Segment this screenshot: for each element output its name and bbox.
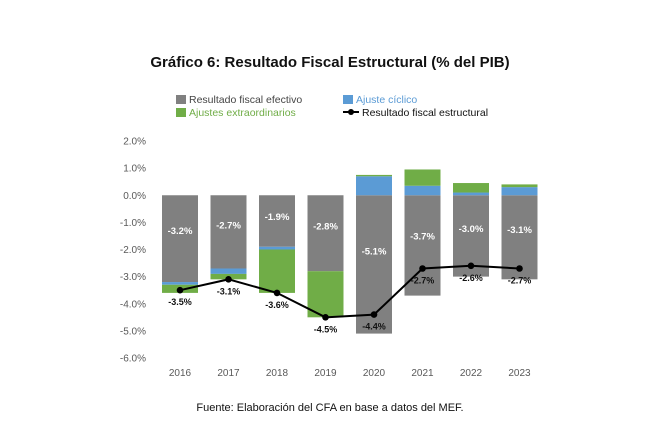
effective-data-label: -3.1% bbox=[507, 225, 532, 236]
structural-data-label: -4.4% bbox=[362, 322, 386, 332]
structural-data-label: -3.5% bbox=[168, 297, 192, 307]
effective-data-label: -3.2% bbox=[168, 226, 193, 237]
y-tick-label: -5.0% bbox=[120, 326, 146, 337]
structural-point bbox=[176, 286, 184, 294]
y-tick-label: -6.0% bbox=[120, 354, 146, 365]
cyclical-bar bbox=[356, 176, 392, 196]
extraordinary-bar bbox=[307, 271, 344, 318]
x-tick-label: 2016 bbox=[169, 368, 192, 379]
effective-data-label: -3.7% bbox=[410, 231, 435, 242]
y-tick-label: -4.0% bbox=[120, 299, 146, 310]
legend-label-effective: Resultado fiscal efectivo bbox=[189, 94, 302, 106]
effective-data-label: -2.7% bbox=[216, 221, 241, 232]
effective-data-label: -3.0% bbox=[459, 224, 484, 235]
x-tick-label: 2022 bbox=[460, 368, 483, 379]
cyclical-bar bbox=[259, 246, 295, 250]
extraordinary-bar bbox=[404, 169, 441, 186]
structural-point bbox=[516, 265, 523, 272]
x-tick-label: 2018 bbox=[266, 368, 289, 379]
legend-label-extraordinary: Ajustes extraordinarios bbox=[189, 107, 296, 119]
structural-data-label: -4.5% bbox=[314, 324, 338, 334]
x-tick-label: 2020 bbox=[363, 368, 386, 379]
structural-data-label: -2.7% bbox=[411, 275, 435, 285]
effective-bar bbox=[210, 195, 247, 269]
structural-point bbox=[225, 276, 232, 283]
structural-data-label: -3.1% bbox=[217, 286, 241, 296]
structural-point bbox=[322, 314, 329, 321]
legend-marker-structural bbox=[348, 109, 354, 115]
y-tick-label: -1.0% bbox=[120, 218, 146, 229]
structural-point bbox=[370, 311, 378, 318]
legend-swatch-effective bbox=[176, 95, 186, 104]
y-tick-label: 1.0% bbox=[123, 164, 146, 175]
chart-title: Gráfico 6: Resultado Fiscal Estructural … bbox=[150, 54, 510, 71]
effective-bar bbox=[307, 195, 344, 272]
structural-data-label: -2.7% bbox=[508, 275, 532, 285]
structural-point bbox=[273, 289, 281, 297]
structural-data-label: -3.6% bbox=[265, 300, 289, 310]
cyclical-bar bbox=[210, 268, 247, 274]
extraordinary-bar bbox=[501, 184, 538, 188]
structural-point bbox=[419, 265, 426, 272]
structural-point bbox=[467, 262, 475, 270]
y-tick-label: 2.0% bbox=[123, 137, 146, 148]
x-tick-label: 2019 bbox=[314, 368, 337, 379]
effective-bar bbox=[259, 195, 295, 247]
effective-bar bbox=[162, 195, 198, 283]
cyclical-bar bbox=[404, 185, 441, 196]
effective-bar bbox=[356, 195, 392, 334]
cyclical-bar bbox=[162, 282, 198, 285]
legend-label-cyclical: Ajuste cíclico bbox=[356, 94, 417, 106]
y-tick-label: 0.0% bbox=[123, 191, 146, 202]
chart-source: Fuente: Elaboración del CFA en base a da… bbox=[196, 402, 464, 414]
extraordinary-bar bbox=[453, 183, 489, 193]
legend-swatch-cyclical bbox=[343, 95, 353, 104]
y-tick-label: -2.0% bbox=[120, 245, 146, 256]
cyclical-bar bbox=[501, 187, 538, 196]
legend-label-structural: Resultado fiscal estructural bbox=[362, 107, 488, 119]
extraordinary-bar bbox=[259, 249, 295, 293]
effective-data-label: -1.9% bbox=[265, 212, 290, 223]
legend-swatch-extraordinary bbox=[176, 108, 186, 117]
structural-data-label: -2.6% bbox=[459, 273, 483, 283]
y-tick-label: -3.0% bbox=[120, 272, 146, 283]
x-tick-label: 2023 bbox=[508, 368, 531, 379]
x-tick-label: 2021 bbox=[411, 368, 434, 379]
cyclical-bar bbox=[453, 192, 489, 196]
x-tick-label: 2017 bbox=[217, 368, 240, 379]
effective-data-label: -2.8% bbox=[313, 222, 338, 233]
structural-line bbox=[179, 264, 520, 319]
effective-data-label: -5.1% bbox=[362, 247, 387, 258]
extraordinary-bar bbox=[356, 174, 392, 177]
